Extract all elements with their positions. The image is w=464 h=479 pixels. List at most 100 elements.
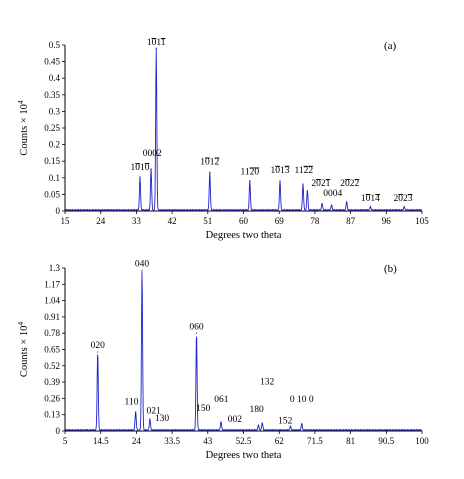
x-tick-label: 62 [275,436,284,446]
x-axis-label: Degrees two theta [206,450,282,461]
x-tick-label: 15 [61,216,71,226]
peak-label: 0004 [323,189,342,199]
y-axis-label: Counts × 104 [16,100,30,155]
x-tick-label: 100 [415,436,429,446]
x-tick-label: 60 [239,216,249,226]
x-tick-label: 24 [132,436,142,446]
peak-label: 061 [214,395,229,405]
y-tick-label: 0 [56,206,61,216]
peak-point [261,422,263,425]
peak-label: 060 [189,322,204,332]
peak-point [301,424,303,426]
diffraction-curve [64,47,423,212]
x-tick-label: 33 [132,216,142,226]
x-tick-label: 96 [382,216,392,226]
y-tick-label: 0.1 [49,173,60,183]
peak-point [135,411,137,413]
peak-label: 150 [196,404,211,414]
peak-point [289,426,292,428]
peak-label: 002 [228,415,243,425]
peak-label: 152 [278,416,293,426]
y-tick-label: 0.4 [49,73,61,83]
peak-point [150,168,152,171]
x-tick-label: 42 [168,216,177,226]
y-tick-label: 0.65 [44,345,60,355]
peak-label: 0 10 0 [290,395,314,405]
peak-point [279,180,281,182]
peak-label: 1012 [200,158,219,168]
peak-label: 1011 [147,38,166,48]
y-tick-label: 0.26 [44,393,60,403]
peak-point [257,425,260,427]
y-tick-label: 0.15 [44,156,60,166]
peak-point [369,207,372,209]
y-tick-label: 0.13 [44,410,60,420]
x-tick-label: 51 [203,216,212,226]
peak-label: 040 [135,260,150,270]
y-tick-label: 0.5 [49,40,61,50]
peak-point [209,172,211,174]
peak-point [220,421,222,423]
peak-point [249,180,251,182]
x-tick-label: 24 [96,216,106,226]
peak-label: 180 [250,405,265,415]
y-tick-label: 0.91 [44,312,60,322]
peak-point [141,269,143,272]
y-tick-label: 0.3 [49,106,61,116]
peak-label: 1014 [361,194,380,204]
y-tick-label: 1.04 [44,296,60,306]
y-tick-label: 0.52 [44,361,60,371]
peak-point [330,205,333,207]
x-tick-label: 69 [275,216,285,226]
peak-point [321,203,323,205]
diffraction-curve [64,271,423,432]
peak-label: 1122 [294,166,313,176]
peak-point [155,47,157,49]
y-tick-label: 0.05 [44,189,60,199]
peak-label: 1010 [130,163,149,173]
x-tick-label: 43 [203,436,213,446]
peak-label: 1120 [241,167,260,177]
peak-label: 021 [147,406,162,416]
peak-point [139,177,141,179]
y-tick-label: 1.17 [44,279,60,289]
x-axis-label: Degrees two theta [206,230,282,241]
panel-label: (b) [384,263,397,275]
peak-label: 020 [91,341,106,351]
x-tick-label: 87 [346,216,356,226]
peak-point [346,202,348,204]
peak-point [149,419,151,421]
y-tick-label: 0.2 [49,140,60,150]
y-axis-label: Counts × 104 [16,322,30,377]
x-tick-label: 81 [346,436,355,446]
y-tick-label: 0.39 [44,377,60,387]
peak-label: 1013 [270,166,289,176]
x-tick-label: 14.5 [93,436,109,446]
y-tick-label: 1.3 [49,263,61,273]
peak-point [195,332,198,334]
x-tick-label: 90.5 [378,436,394,446]
y-tick-label: 0.45 [44,57,60,67]
x-tick-label: 78 [310,216,320,226]
panel-b: 0 0.13 0.26 0.39 0.52 0.65 0.78 0.91 1.04 1.17 1.3… [16,260,429,461]
peak-point [302,183,304,186]
y-tick-label: 0.35 [44,90,60,100]
y-tick-label: 0 [56,426,61,436]
peak-label: 2022 [340,179,359,189]
y-tick-label: 0.78 [44,328,60,338]
x-tick-label: 71.5 [307,436,323,446]
x-tick-label: 5 [63,436,68,446]
peak-label: 2023 [393,194,412,204]
peak-label: 130 [155,414,170,424]
x-tick-label: 52.5 [236,436,252,446]
x-tick-label: 105 [415,216,429,226]
peak-point [306,190,308,192]
peak-label: 2021 [311,179,330,189]
y-tick-label: 0.25 [44,123,60,133]
peak-point [97,351,99,353]
peak-point [403,207,405,209]
panel-label: (a) [384,40,397,52]
peak-label: 110 [125,398,139,408]
panel-a: 0 0.05 0.1 0.15 0.2 0.25 0.3 0.35 0.4 0.45 0.5 15 24… [16,38,429,241]
